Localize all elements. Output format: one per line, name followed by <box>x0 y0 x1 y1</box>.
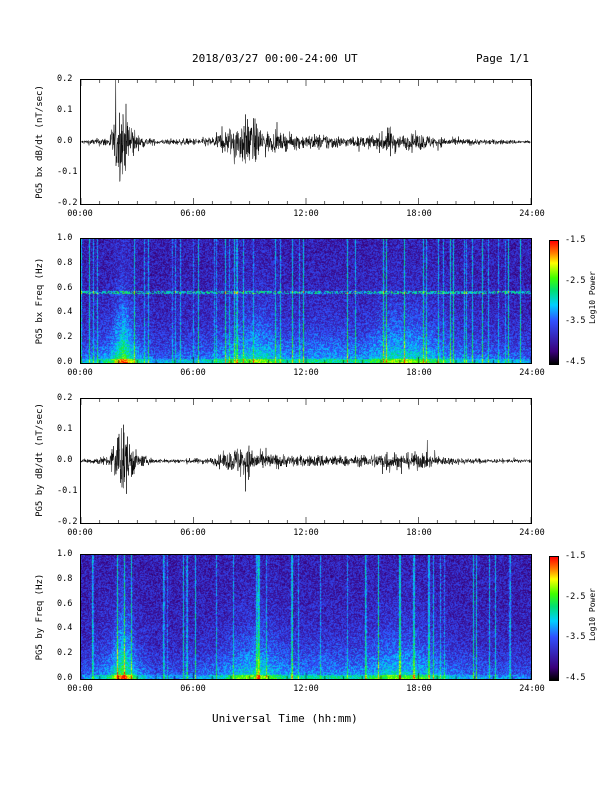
y-tick-label: -0.2 <box>57 517 78 527</box>
x-tick-label: 18:00 <box>406 528 432 538</box>
y-tick-label: 0.0 <box>57 136 73 146</box>
x-tick-label: 12:00 <box>293 368 319 378</box>
colorbar-tick-label: -4.5 <box>565 357 586 367</box>
y-tick-label: 0.6 <box>57 598 73 609</box>
x-tick-label: 12:00 <box>293 209 319 219</box>
y-tick-label: 0.8 <box>57 257 73 268</box>
colorbar-tick-label: -3.5 <box>565 632 586 643</box>
x-tick-label: 06:00 <box>180 684 206 694</box>
y-tick-label: 0.2 <box>57 648 73 659</box>
colorbar-tick-label: -2.5 <box>565 275 586 286</box>
x-tick-label: 00:00 <box>67 368 93 378</box>
y-tick-label: 0.4 <box>57 623 73 634</box>
x-tick-label: 18:00 <box>406 368 432 378</box>
x-tick-label: 18:00 <box>406 209 432 219</box>
x-tick-label: 12:00 <box>293 528 319 538</box>
x-tick-label: 06:00 <box>180 528 206 538</box>
x-tick-label: 24:00 <box>519 684 545 694</box>
x-tick-label: 12:00 <box>293 684 319 694</box>
bx-dbdt-plot <box>80 79 532 205</box>
x-tick-label: 00:00 <box>67 528 93 538</box>
y-tick-label: 0.2 <box>57 332 73 343</box>
page-indicator: Page 1/1 <box>476 52 529 65</box>
colorbar-tick-label: -1.5 <box>565 235 586 245</box>
by-spectrogram <box>80 554 532 680</box>
by-colorbar-label-text: Log10 Power <box>587 588 597 641</box>
by-freq-ylabel: PG5 by Freq (Hz) <box>35 573 45 661</box>
y-tick-label: 0.1 <box>57 424 73 434</box>
y-tick-label: 0.4 <box>57 307 73 318</box>
y-tick-label: 0.0 <box>57 673 73 683</box>
by-dbdt-plot <box>80 398 532 524</box>
by-colorbar-label: Log10 Power <box>588 588 597 641</box>
colorbar-tick-label: -2.5 <box>565 591 586 602</box>
x-axis-label: Universal Time (hh:mm) <box>212 712 358 725</box>
by-dbdt-ylabel: PG5 by dB/dt (nT/sec) <box>35 403 45 517</box>
y-tick-label: 0.1 <box>57 105 73 115</box>
bx-colorbar <box>549 240 559 365</box>
y-tick-label: 0.2 <box>57 393 73 403</box>
y-tick-label: 1.0 <box>57 233 73 243</box>
y-tick-label: 1.0 <box>57 549 73 559</box>
by-colorbar <box>549 556 559 681</box>
y-tick-label: -0.1 <box>57 486 78 496</box>
y-tick-label: -0.1 <box>57 167 78 177</box>
bx-dbdt-ylabel: PG5 bx dB/dt (nT/sec) <box>35 85 45 199</box>
colorbar-tick-label: -4.5 <box>565 673 586 683</box>
y-tick-label: -0.2 <box>57 198 78 208</box>
colorbar-tick-label: -1.5 <box>565 551 586 561</box>
bx-spectrogram <box>80 238 532 364</box>
y-tick-label: 0.6 <box>57 282 73 293</box>
x-tick-label: 06:00 <box>180 368 206 378</box>
colorbar-tick-label: -3.5 <box>565 316 586 327</box>
y-tick-label: 0.8 <box>57 573 73 584</box>
y-tick-label: 0.0 <box>57 455 73 465</box>
bx-colorbar-label: Log10 Power <box>588 271 597 324</box>
dbdt-trace <box>81 424 531 494</box>
x-tick-label: 24:00 <box>519 368 545 378</box>
x-tick-label: 24:00 <box>519 528 545 538</box>
y-tick-label: 0.2 <box>57 74 73 84</box>
x-tick-label: 00:00 <box>67 209 93 219</box>
bx-freq-ylabel: PG5 bx Freq (Hz) <box>35 257 45 345</box>
dbdt-trace <box>81 80 531 182</box>
bx-colorbar-label-text: Log10 Power <box>587 271 597 324</box>
x-tick-label: 24:00 <box>519 209 545 219</box>
x-tick-label: 06:00 <box>180 209 206 219</box>
y-tick-label: 0.0 <box>57 357 73 367</box>
date-range-title: 2018/03/27 00:00-24:00 UT <box>192 52 358 65</box>
x-tick-label: 18:00 <box>406 684 432 694</box>
x-tick-label: 00:00 <box>67 684 93 694</box>
